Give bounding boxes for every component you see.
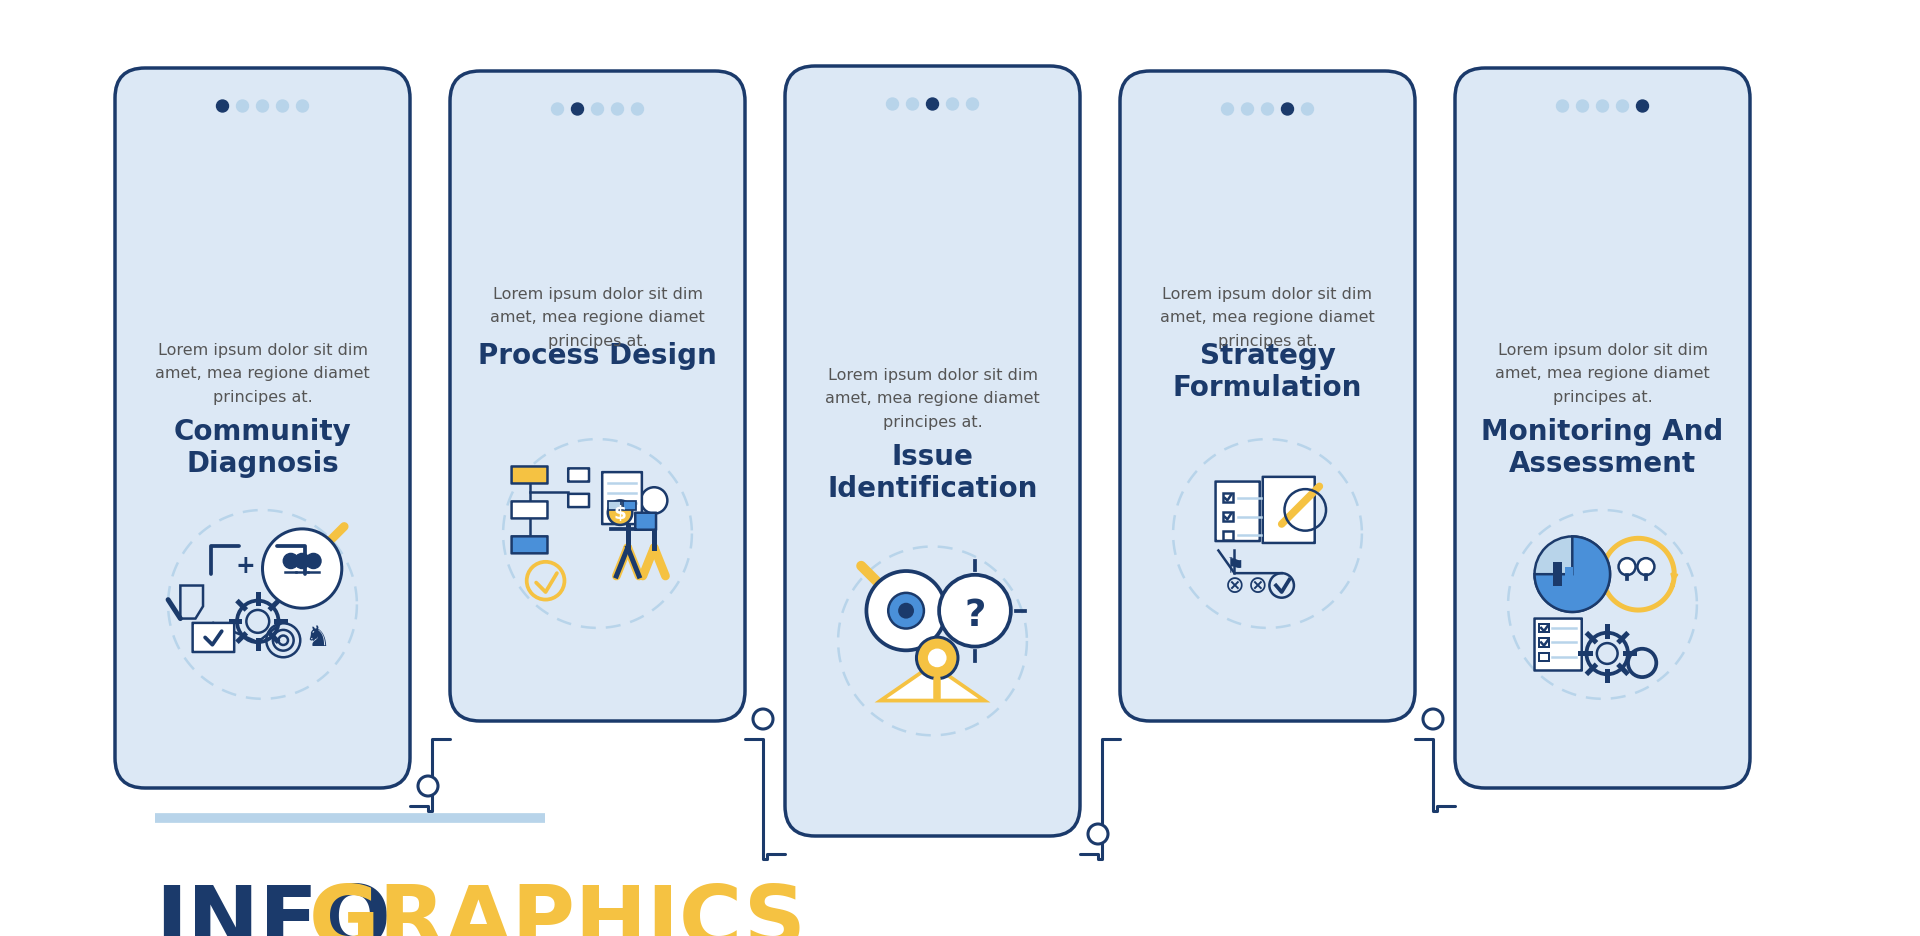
FancyBboxPatch shape	[192, 623, 234, 652]
FancyBboxPatch shape	[1119, 72, 1415, 722]
FancyBboxPatch shape	[511, 467, 547, 484]
Circle shape	[916, 637, 958, 679]
FancyBboxPatch shape	[1223, 493, 1233, 503]
Circle shape	[632, 104, 643, 116]
Text: ⊗: ⊗	[1248, 574, 1267, 598]
Circle shape	[609, 501, 632, 525]
FancyBboxPatch shape	[1540, 624, 1549, 633]
FancyBboxPatch shape	[568, 469, 589, 482]
Text: Lorem ipsum dolor sit dim
amet, mea regione diamet
principes at.: Lorem ipsum dolor sit dim amet, mea regi…	[1160, 286, 1375, 348]
FancyBboxPatch shape	[1223, 531, 1233, 540]
FancyBboxPatch shape	[1565, 567, 1572, 581]
Circle shape	[294, 554, 309, 569]
Polygon shape	[881, 665, 985, 701]
Circle shape	[1281, 104, 1294, 116]
Text: Lorem ipsum dolor sit dim
amet, mea regione diamet
principes at.: Lorem ipsum dolor sit dim amet, mea regi…	[826, 368, 1041, 429]
Circle shape	[1221, 104, 1233, 116]
Circle shape	[1636, 101, 1649, 113]
Text: $: $	[614, 505, 626, 522]
Circle shape	[257, 101, 269, 113]
Circle shape	[1617, 101, 1628, 113]
Text: ♞: ♞	[303, 623, 330, 651]
FancyBboxPatch shape	[568, 494, 589, 507]
Circle shape	[614, 488, 641, 514]
Circle shape	[927, 99, 939, 110]
Text: +: +	[236, 553, 255, 578]
FancyBboxPatch shape	[1534, 619, 1582, 671]
FancyBboxPatch shape	[603, 473, 641, 524]
FancyBboxPatch shape	[1576, 565, 1584, 584]
Circle shape	[1597, 101, 1609, 113]
FancyBboxPatch shape	[1540, 638, 1549, 647]
Circle shape	[1423, 709, 1444, 729]
FancyBboxPatch shape	[511, 502, 547, 519]
Text: Issue
Identification: Issue Identification	[828, 443, 1037, 503]
Circle shape	[1302, 104, 1313, 116]
Text: Lorem ipsum dolor sit dim
amet, mea regione diamet
principes at.: Lorem ipsum dolor sit dim amet, mea regi…	[490, 286, 705, 348]
Circle shape	[1242, 104, 1254, 116]
Text: Lorem ipsum dolor sit dim
amet, mea regione diamet
principes at.: Lorem ipsum dolor sit dim amet, mea regi…	[156, 343, 371, 404]
Circle shape	[296, 101, 309, 113]
Circle shape	[1619, 559, 1636, 576]
Circle shape	[419, 776, 438, 797]
Text: INFO: INFO	[156, 881, 392, 936]
FancyBboxPatch shape	[511, 536, 547, 554]
Text: ?: ?	[964, 596, 985, 634]
Circle shape	[927, 649, 947, 667]
FancyBboxPatch shape	[609, 501, 622, 510]
FancyBboxPatch shape	[622, 501, 636, 510]
Circle shape	[1557, 101, 1569, 113]
Circle shape	[263, 530, 342, 608]
FancyBboxPatch shape	[1263, 477, 1315, 544]
Polygon shape	[1534, 537, 1611, 612]
Circle shape	[866, 572, 947, 651]
Circle shape	[1089, 824, 1108, 844]
Text: Monitoring And
Assessment: Monitoring And Assessment	[1482, 417, 1724, 477]
Circle shape	[551, 104, 563, 116]
Circle shape	[1638, 559, 1655, 576]
Circle shape	[217, 101, 228, 113]
Circle shape	[641, 488, 668, 514]
Text: Process Design: Process Design	[478, 342, 716, 370]
Circle shape	[899, 603, 914, 619]
Text: Strategy
Formulation: Strategy Formulation	[1173, 342, 1361, 402]
FancyBboxPatch shape	[1455, 69, 1749, 788]
Circle shape	[939, 576, 1010, 647]
FancyBboxPatch shape	[1223, 512, 1233, 521]
FancyBboxPatch shape	[785, 67, 1079, 836]
Circle shape	[947, 99, 958, 110]
Circle shape	[1534, 537, 1611, 612]
Text: ⚑: ⚑	[1225, 557, 1244, 577]
Circle shape	[753, 709, 774, 729]
Circle shape	[966, 99, 979, 110]
Text: ⊗: ⊗	[1225, 574, 1244, 598]
Circle shape	[889, 593, 924, 629]
Text: GRAPHICS: GRAPHICS	[309, 881, 806, 936]
Circle shape	[305, 554, 321, 569]
FancyBboxPatch shape	[636, 513, 657, 530]
FancyBboxPatch shape	[1540, 653, 1549, 662]
Circle shape	[611, 104, 624, 116]
Text: Lorem ipsum dolor sit dim
amet, mea regione diamet
principes at.: Lorem ipsum dolor sit dim amet, mea regi…	[1496, 343, 1711, 404]
FancyBboxPatch shape	[449, 72, 745, 722]
Text: Community
Diagnosis: Community Diagnosis	[173, 417, 351, 477]
FancyBboxPatch shape	[115, 69, 411, 788]
Circle shape	[906, 99, 918, 110]
Circle shape	[591, 104, 603, 116]
Circle shape	[1261, 104, 1273, 116]
Circle shape	[572, 104, 584, 116]
Circle shape	[887, 99, 899, 110]
Circle shape	[1576, 101, 1588, 113]
Circle shape	[236, 101, 248, 113]
Circle shape	[276, 101, 288, 113]
Circle shape	[284, 554, 298, 569]
FancyBboxPatch shape	[1215, 482, 1260, 542]
FancyBboxPatch shape	[1553, 563, 1561, 586]
